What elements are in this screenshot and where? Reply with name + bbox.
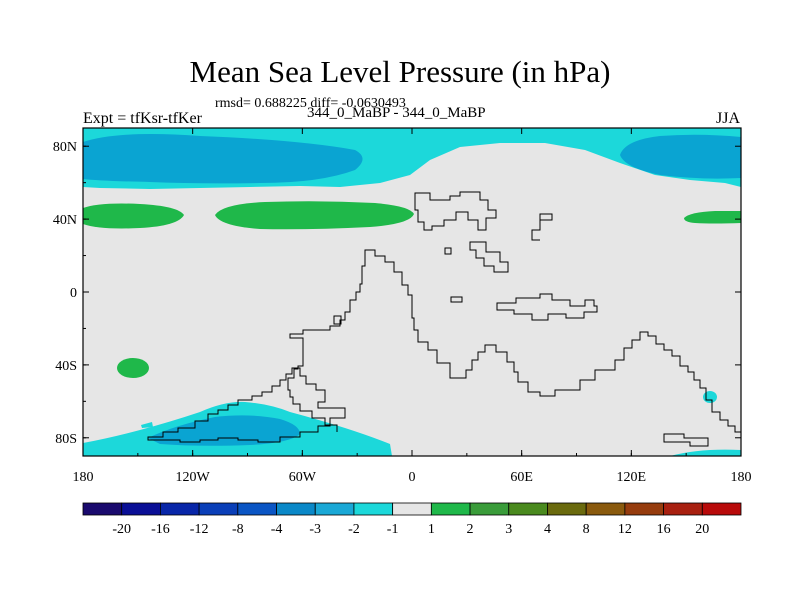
y-tick-label: 80N bbox=[53, 140, 77, 155]
x-tick-label: 120E bbox=[617, 470, 647, 485]
coastline-indonesia bbox=[496, 293, 598, 321]
y-tick-label: 0 bbox=[70, 286, 77, 301]
contour-green-40s bbox=[117, 358, 149, 378]
continent-outlines bbox=[147, 191, 741, 447]
y-axis: 80N 40N 0 40S 80S bbox=[53, 140, 741, 447]
colorbar-swatch bbox=[469, 502, 510, 516]
colorbar-label: 20 bbox=[695, 522, 709, 537]
contour-layer bbox=[83, 128, 741, 456]
colorbar-label: -4 bbox=[271, 522, 283, 537]
colorbar-label: 2 bbox=[467, 522, 474, 537]
x-tick-label: 180 bbox=[73, 470, 94, 485]
contour-cyan-small-2 bbox=[703, 391, 717, 403]
contour-blue-north-east bbox=[620, 134, 741, 179]
colorbar-swatch bbox=[663, 502, 703, 516]
colorbar-swatch bbox=[198, 502, 239, 516]
coastline-europe bbox=[414, 191, 497, 231]
colorbar-label: 16 bbox=[657, 522, 671, 537]
colorbar-swatch bbox=[585, 502, 626, 516]
coastline-island-2 bbox=[450, 296, 463, 303]
contour-blue-north-west bbox=[83, 134, 363, 184]
experiment-subtitle: 344_0_MaBP - 344_0_MaBP bbox=[307, 105, 486, 121]
contour-green-40n-west bbox=[83, 203, 184, 229]
coastline-island-1 bbox=[333, 315, 342, 325]
contour-blue-south bbox=[148, 415, 300, 446]
x-tick-label: 60W bbox=[289, 470, 317, 485]
colorbar-label: -16 bbox=[151, 522, 170, 537]
colorbar-swatch bbox=[353, 502, 394, 516]
colorbar-swatch bbox=[82, 502, 123, 516]
colorbar-label: -3 bbox=[309, 522, 321, 537]
x-tick-label: 0 bbox=[409, 470, 416, 485]
contour-cyan-small-3 bbox=[670, 449, 741, 456]
colorbar-swatch bbox=[276, 502, 316, 516]
coastline-south-america bbox=[147, 367, 346, 443]
x-tick-label: 180 bbox=[731, 470, 752, 485]
y-tick-label: 40N bbox=[53, 213, 77, 228]
contour-cyan-small-1 bbox=[141, 422, 153, 428]
x-axis: 180 120W 60W 0 60E 120E 180 bbox=[73, 128, 752, 485]
experiment-label: Expt = tfKsr-tfKer bbox=[83, 110, 202, 127]
colorbar-swatch bbox=[237, 502, 277, 516]
colorbar-label: 1 bbox=[428, 522, 435, 537]
colorbar-swatch bbox=[701, 502, 742, 516]
colorbar-swatch bbox=[430, 502, 471, 516]
colorbar-label: -2 bbox=[348, 522, 360, 537]
colorbar-label: 8 bbox=[583, 522, 590, 537]
coastline-island-4 bbox=[663, 433, 709, 447]
x-tick-label: 120W bbox=[176, 470, 211, 485]
y-tick-label: 80S bbox=[55, 432, 77, 447]
colorbar: -20 -16 -12 -8 -4 -3 -2 -1 1 2 3 4 8 12 16 20 bbox=[82, 502, 742, 537]
colorbar-swatch bbox=[121, 502, 161, 516]
contour-green-40n-center bbox=[215, 201, 414, 230]
y-tick-label: 40S bbox=[55, 359, 77, 374]
colorbar-swatch bbox=[314, 502, 355, 516]
colorbar-label: -8 bbox=[232, 522, 244, 537]
x-tick-label: 60E bbox=[510, 470, 533, 485]
coastline-africa bbox=[287, 249, 741, 433]
chart-title: Mean Sea Level Pressure (in hPa) bbox=[189, 54, 611, 89]
colorbar-label: -1 bbox=[387, 522, 399, 537]
colorbar-label: -20 bbox=[112, 522, 131, 537]
stats-text: rmsd= 0.688225 diff= -0.0630493 bbox=[215, 96, 406, 111]
colorbar-swatch bbox=[624, 502, 664, 516]
colorbar-label: 4 bbox=[544, 522, 551, 537]
coastline-asia-east bbox=[531, 213, 553, 241]
colorbar-swatch bbox=[508, 502, 548, 516]
coastline-arabia bbox=[469, 241, 509, 273]
colorbar-label: 3 bbox=[505, 522, 512, 537]
colorbar-label: -12 bbox=[190, 522, 209, 537]
colorbar-swatch bbox=[392, 502, 432, 516]
colorbar-swatch bbox=[160, 502, 200, 516]
colorbar-label: 12 bbox=[618, 522, 632, 537]
season-label: JJA bbox=[716, 110, 741, 127]
coastline-island-3 bbox=[444, 247, 452, 255]
colorbar-swatch bbox=[547, 502, 587, 516]
contour-green-40n-east bbox=[684, 211, 741, 224]
